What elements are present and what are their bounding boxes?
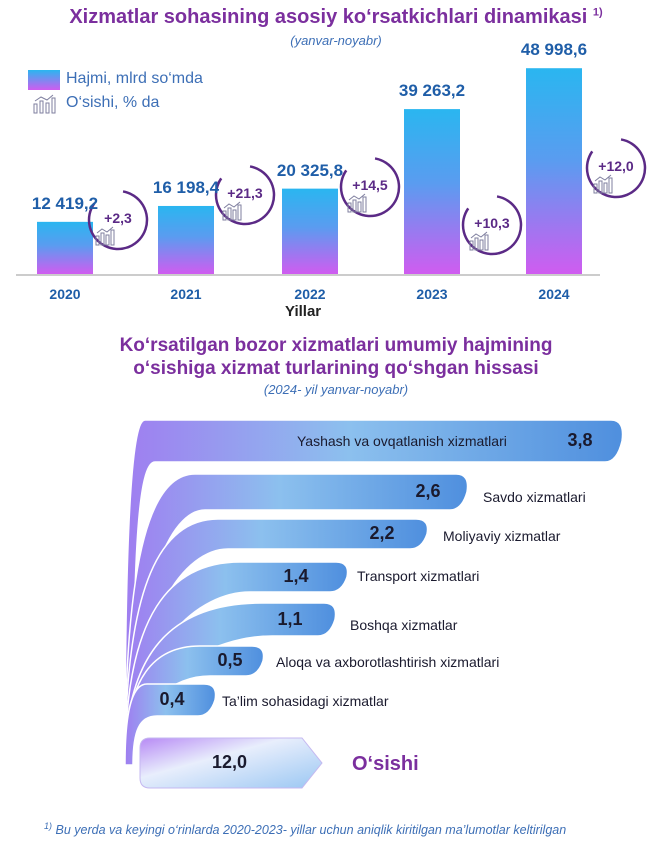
growth-arc-2022 [339, 157, 401, 218]
contribution-subtitle: (2024- yil yanvar-noyabr) [263, 382, 409, 397]
x-tick-label: 2020 [49, 286, 81, 302]
chart-subtitle: (yanvar-noyabr) [290, 33, 382, 48]
growth-arc-2024 [585, 138, 647, 199]
bar-value-label: 16 198,4 [152, 177, 220, 197]
growth-chart-icon [347, 193, 367, 213]
total-value: 12,0 [212, 752, 248, 772]
contribution-category-label: Yashash va ovqatlanish xizmatlari [297, 433, 507, 449]
contribution-category-label: Moliyaviy xizmatlar [443, 528, 561, 544]
total-label: O‘sishi [352, 753, 419, 775]
contribution-band-7 [124, 683, 217, 766]
contribution-category-label: Ta’lim sohasidagi xizmatlar [222, 693, 389, 709]
contribution-band-1 [124, 419, 624, 766]
growth-chart-icon [95, 226, 115, 246]
growth-value-label: +14,5 [352, 177, 388, 193]
contribution-category-label: Boshqa xizmatlar [350, 617, 458, 633]
x-tick-label: 2022 [294, 286, 326, 302]
growth-arc-2020 [87, 190, 149, 251]
bar-2023 [404, 109, 460, 274]
growth-chart-icon [222, 201, 242, 221]
legend-volume-label: Hajmi, mlrd so‘mda [66, 70, 203, 87]
x-axis-title: Yillar [285, 303, 322, 320]
x-tick-label: 2021 [170, 286, 202, 302]
x-tick-label: 2023 [416, 286, 448, 302]
chart-title: Xizmatlar sohasining asosiy ko‘rsatkichl… [69, 6, 603, 28]
bar-value-label: 39 263,2 [398, 81, 466, 101]
contribution-category-label: Transport xizmatlari [357, 568, 480, 584]
growth-chart-icon [33, 94, 56, 114]
contribution-value: 1,4 [283, 566, 309, 586]
growth-arc-2021 [214, 165, 276, 226]
bar-value-label: 48 998,6 [520, 40, 588, 60]
contribution-title: Ko‘rsatilgan bozor xizmatlari umumiy haj… [119, 335, 553, 379]
bar-2022 [282, 188, 338, 274]
bar-2021 [158, 205, 214, 274]
growth-chart-icon [469, 231, 489, 251]
bar-chart [16, 68, 647, 276]
bar-2024 [526, 68, 582, 275]
x-tick-label: 2024 [538, 286, 570, 302]
growth-chart-icon [593, 174, 613, 194]
legend: Hajmi, mlrd so‘mda O‘sishi, % da [28, 68, 268, 118]
growth-value-label: +10,3 [474, 215, 510, 231]
growth-value-label: +2,3 [104, 210, 132, 226]
contribution-value: 0,4 [159, 689, 185, 709]
legend-growth-label: O‘sishi, % da [66, 94, 160, 111]
growth-arc-2023 [461, 195, 523, 256]
contribution-category-label: Savdo xizmatlari [483, 489, 586, 505]
growth-value-label: +21,3 [227, 185, 263, 201]
contribution-value: 2,2 [369, 523, 395, 543]
contribution-value: 2,6 [415, 481, 441, 501]
contribution-value: 3,8 [567, 430, 593, 450]
bar-value-label: 12 419,2 [31, 193, 99, 213]
contribution-category-label: Aloqa va axborotlashtirish xizmatlari [276, 654, 500, 670]
growth-value-label: +12,0 [598, 158, 634, 174]
legend-bar-swatch [28, 70, 60, 90]
contribution-value: 1,1 [277, 608, 303, 629]
total-bar [139, 737, 323, 789]
bar-value-label: 20 325,8 [276, 160, 344, 180]
bar-2020 [37, 221, 93, 274]
footnote: 1) Bu yerda va keyingi o‘rinlarda 2020-2… [44, 821, 567, 838]
contribution-value: 0,5 [217, 650, 243, 670]
